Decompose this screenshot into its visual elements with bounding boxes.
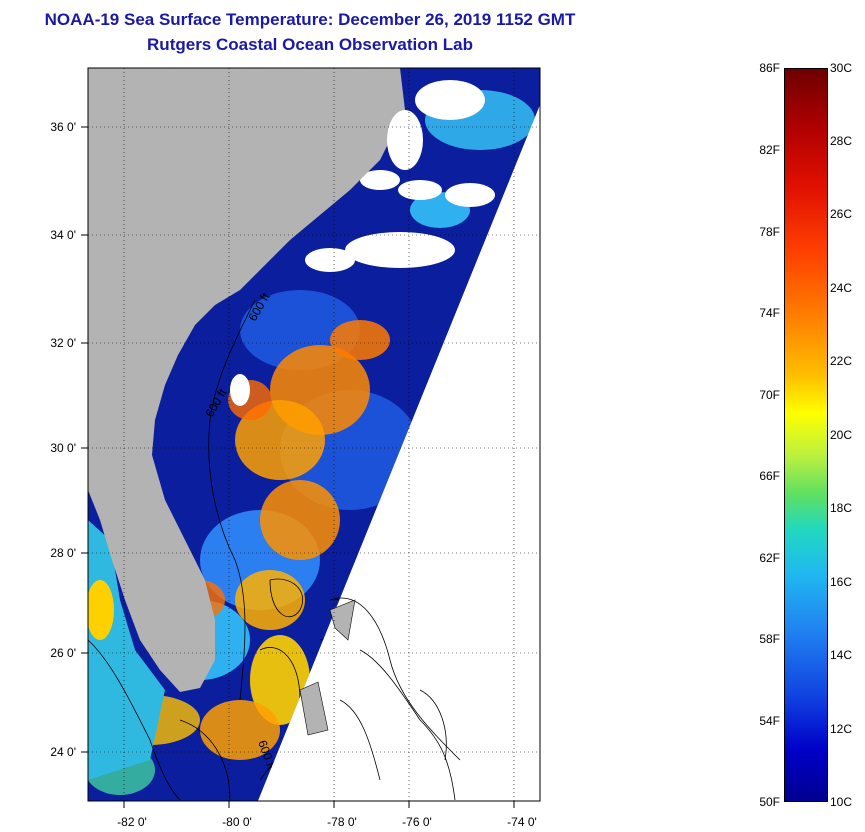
lon-tick-label: -80 0' — [222, 815, 252, 829]
colorbar-c-label: 18C — [830, 501, 853, 515]
lat-tick-label: 32 0' — [50, 336, 76, 350]
axis-ticks — [81, 126, 515, 808]
map-title: NOAA-19 Sea Surface Temperature: Decembe… — [44, 10, 576, 29]
colorbar-f-label: 50F — [759, 795, 780, 809]
gulf-water — [88, 520, 165, 780]
colorbar-c-label: 20C — [830, 428, 853, 442]
colorbar-c-label: 12C — [830, 722, 853, 736]
lat-tick-label: 24 0' — [50, 745, 76, 759]
lon-tick-label: -74 0' — [507, 815, 537, 829]
colorbar-c-label: 14C — [830, 648, 853, 662]
grid-lines — [88, 68, 540, 801]
map-subtitle: Rutgers Coastal Ocean Observation Lab — [147, 35, 473, 54]
lat-tick-label: 28 0' — [50, 546, 76, 560]
temperature-colorbar — [784, 68, 828, 802]
lon-tick-label: -76 0' — [402, 815, 432, 829]
colorbar-f-label: 70F — [759, 388, 780, 402]
colorbar-f-label: 74F — [759, 306, 780, 320]
colorbar-c-label: 28C — [830, 134, 853, 148]
lat-tick-label: 26 0' — [50, 646, 76, 660]
colorbar-f-label: 82F — [759, 143, 780, 157]
colorbar-c-label: 30C — [830, 61, 853, 75]
colorbar-f-label: 86F — [759, 61, 780, 75]
colorbar-f-label: 78F — [759, 225, 780, 239]
colorbar-f-label: 66F — [759, 469, 780, 483]
land-mass — [88, 68, 405, 692]
colorbar-c-label: 10C — [830, 795, 853, 809]
lat-tick-label: 30 0' — [50, 441, 76, 455]
colorbar-c-label: 16C — [830, 575, 853, 589]
lat-tick-label: 34 0' — [50, 228, 76, 242]
lat-tick-label: 36 0' — [50, 120, 76, 134]
colorbar-f-label: 62F — [759, 551, 780, 565]
colorbar-f-label: 58F — [759, 632, 780, 646]
colorbar-f-label: 54F — [759, 714, 780, 728]
colorbar-c-label: 22C — [830, 354, 853, 368]
lon-tick-label: -82 0' — [117, 815, 147, 829]
colorbar-c-label: 26C — [830, 207, 853, 221]
map-frame — [87, 67, 541, 802]
colorbar-c-label: 24C — [830, 281, 853, 295]
lon-tick-label: -78 0' — [327, 815, 357, 829]
